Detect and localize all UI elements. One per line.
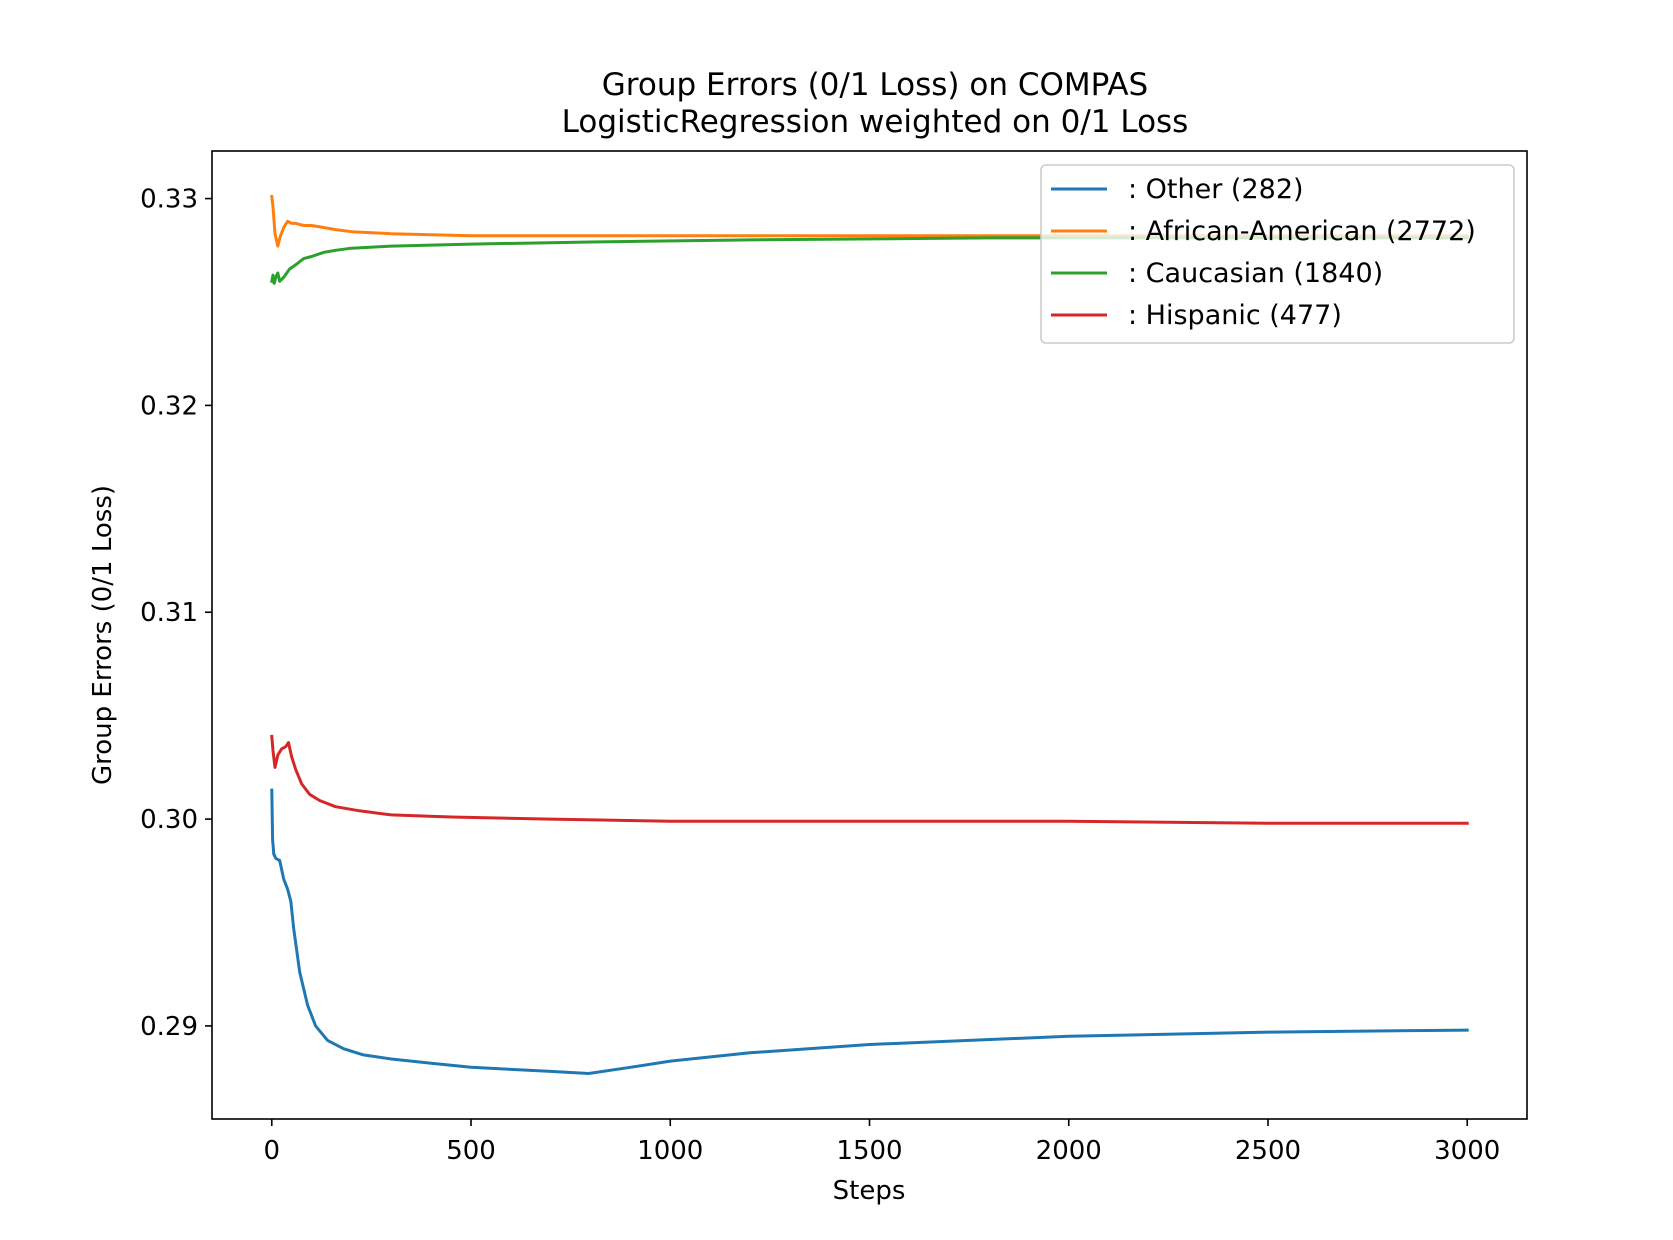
chart-title: Group Errors (0/1 Loss) on COMPAS: [602, 67, 1148, 103]
legend: : Other (282) : African-American (2772) : …: [1040, 164, 1515, 344]
plot-lines: [270, 194, 1469, 1075]
series-line-2: [270, 236, 1469, 285]
y-tick-label: 0.29: [140, 1012, 198, 1042]
legend-label-0: : Other (282): [1128, 174, 1304, 205]
legend-label-2: : Caucasian (1840): [1128, 258, 1383, 289]
legend-box: [1040, 164, 1515, 344]
legend-label-1: : African-American (2772): [1128, 216, 1476, 247]
x-axis-ticks: 0 500 1000 1500 2000 2500 3000: [263, 1119, 1500, 1166]
x-tick-label: 1500: [836, 1136, 902, 1166]
y-tick-label: 0.33: [140, 185, 198, 215]
x-tick-label: 3000: [1434, 1136, 1500, 1166]
legend-items: : Other (282) : African-American (2772) : …: [1051, 174, 1476, 331]
series-line-0: [270, 788, 1469, 1075]
y-axis-label: Group Errors (0/1 Loss): [88, 485, 118, 785]
x-tick-label: 1000: [637, 1136, 703, 1166]
legend-label-3: : Hispanic (477): [1128, 300, 1342, 331]
x-tick-label: 0: [263, 1136, 280, 1166]
y-tick-label: 0.31: [140, 598, 198, 628]
x-tick-label: 2500: [1235, 1136, 1301, 1166]
series-line-3: [270, 734, 1469, 825]
chart-subtitle: LogisticRegression weighted on 0/1 Loss: [562, 104, 1189, 140]
x-tick-label: 500: [446, 1136, 496, 1166]
y-tick-label: 0.30: [140, 805, 198, 835]
y-axis-ticks: 0.29 0.30 0.31 0.32 0.33: [140, 185, 212, 1042]
y-tick-label: 0.32: [140, 391, 198, 421]
x-axis-label: Steps: [833, 1176, 906, 1206]
series-line-1: [270, 194, 1469, 248]
x-tick-label: 2000: [1036, 1136, 1102, 1166]
